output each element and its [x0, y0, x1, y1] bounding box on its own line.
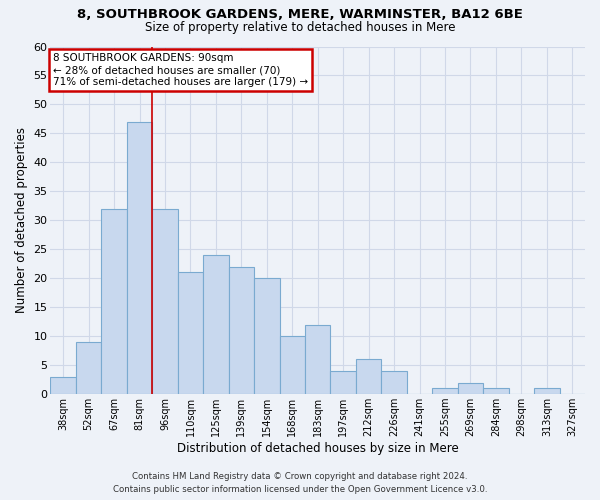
- Bar: [127, 122, 152, 394]
- Bar: [458, 382, 483, 394]
- Bar: [254, 278, 280, 394]
- Bar: [483, 388, 509, 394]
- Bar: [280, 336, 305, 394]
- Bar: [331, 371, 356, 394]
- Text: Contains HM Land Registry data © Crown copyright and database right 2024.
Contai: Contains HM Land Registry data © Crown c…: [113, 472, 487, 494]
- Bar: [356, 360, 382, 394]
- Text: 8, SOUTHBROOK GARDENS, MERE, WARMINSTER, BA12 6BE: 8, SOUTHBROOK GARDENS, MERE, WARMINSTER,…: [77, 8, 523, 20]
- Bar: [203, 255, 229, 394]
- Bar: [76, 342, 101, 394]
- X-axis label: Distribution of detached houses by size in Mere: Distribution of detached houses by size …: [177, 442, 458, 455]
- Bar: [229, 266, 254, 394]
- Bar: [152, 208, 178, 394]
- Text: Size of property relative to detached houses in Mere: Size of property relative to detached ho…: [145, 21, 455, 34]
- Text: 8 SOUTHBROOK GARDENS: 90sqm
← 28% of detached houses are smaller (70)
71% of sem: 8 SOUTHBROOK GARDENS: 90sqm ← 28% of det…: [53, 54, 308, 86]
- Bar: [178, 272, 203, 394]
- Bar: [50, 377, 76, 394]
- Bar: [432, 388, 458, 394]
- Bar: [382, 371, 407, 394]
- Bar: [305, 324, 331, 394]
- Bar: [101, 208, 127, 394]
- Y-axis label: Number of detached properties: Number of detached properties: [15, 128, 28, 314]
- Bar: [534, 388, 560, 394]
